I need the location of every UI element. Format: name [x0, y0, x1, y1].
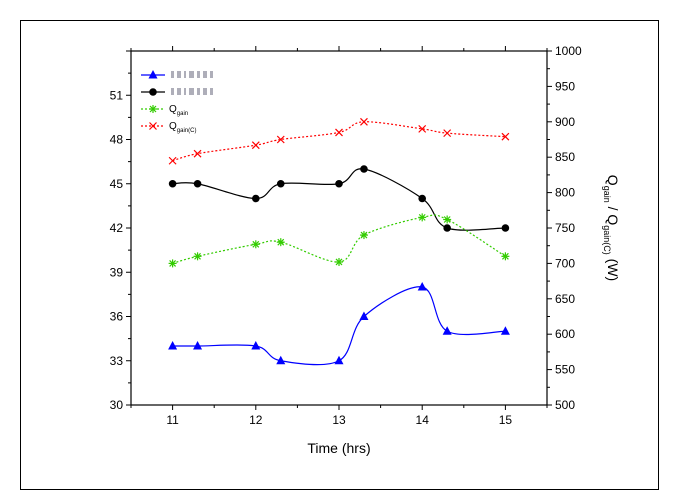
- series-2-point: [193, 252, 202, 261]
- y-tick-label: 36: [110, 310, 124, 324]
- series-0-point: [168, 341, 178, 350]
- legend-marker-1: [149, 88, 157, 96]
- y-tick-label: 30: [110, 398, 124, 412]
- x-tick-label: 15: [499, 413, 513, 427]
- y2-tick-label: 650: [555, 292, 575, 306]
- y2-tick-label: 800: [555, 186, 575, 200]
- series-3-point: [276, 135, 285, 144]
- series-1-point: [168, 179, 177, 188]
- y2-tick-label: 950: [555, 79, 575, 93]
- legend-label-0-illegible: [171, 71, 213, 78]
- series-2-point: [168, 259, 177, 268]
- series-1-point: [360, 165, 368, 173]
- y-tick-label: 39: [110, 265, 124, 279]
- plot-area: [130, 50, 548, 406]
- y2-tick-label: 500: [555, 398, 575, 412]
- series-2-line: [172, 214, 506, 264]
- x-tick-label: 12: [249, 413, 263, 427]
- y2-axis-label: Qgain / Qgain(C) (W): [602, 175, 621, 281]
- series-3-point: [418, 124, 427, 133]
- series-1-line: [172, 168, 506, 231]
- series-3-point: [251, 141, 260, 150]
- series-0-point: [359, 311, 369, 320]
- series-0-line: [172, 286, 506, 366]
- x-axis-label: Time (hrs): [307, 440, 370, 456]
- y-tick-label: 45: [110, 177, 124, 191]
- y-tick-label: 33: [110, 354, 124, 368]
- y2-tick-label: 1000: [555, 44, 582, 58]
- series-3-point: [193, 149, 202, 158]
- y2-tick-label: 700: [555, 256, 575, 270]
- series-1-point: [276, 179, 285, 188]
- series-1-point: [193, 179, 202, 188]
- series-0-point: [442, 326, 452, 335]
- series-0-point: [193, 341, 203, 350]
- series-3-point: [501, 132, 510, 141]
- series-2-point: [276, 238, 285, 247]
- y-tick-label: 51: [110, 88, 124, 102]
- series-1-point: [501, 224, 510, 232]
- series-1-point: [418, 194, 427, 203]
- series-2-point: [501, 252, 510, 261]
- series-0-point: [500, 326, 510, 335]
- series-0-point: [276, 355, 286, 365]
- y2-tick-label: 550: [555, 363, 575, 377]
- y2-tick-label: 900: [555, 115, 575, 129]
- x-tick-label: 13: [332, 413, 346, 427]
- series-1-point: [252, 194, 260, 203]
- series-3-line: [172, 121, 506, 162]
- series-0-point: [417, 282, 427, 291]
- series-0-point: [251, 341, 261, 350]
- legend-marker-2: [149, 105, 157, 113]
- legend-marker-0: [148, 70, 158, 79]
- series-1-point: [335, 179, 343, 188]
- series-3-point: [168, 156, 177, 165]
- figure-frame: [20, 20, 659, 490]
- series-3-point: [335, 128, 343, 137]
- series-3-point: [443, 129, 452, 138]
- y-tick-label: 48: [110, 133, 124, 147]
- series-2-point: [251, 240, 260, 249]
- series-2-point: [335, 257, 343, 266]
- y2-tick-label: 850: [555, 150, 575, 164]
- series-2-point: [418, 213, 427, 222]
- x-tick-label: 11: [166, 413, 179, 427]
- legend-label-2: Qgain: [169, 104, 188, 117]
- legend-label-1-illegible: [171, 88, 213, 95]
- y2-tick-label: 600: [555, 327, 575, 341]
- series-2-point: [359, 231, 368, 240]
- series-3-point: [360, 117, 368, 126]
- series-1-point: [443, 224, 451, 232]
- x-tick-label: 14: [416, 413, 430, 427]
- y2-tick-label: 750: [555, 221, 575, 235]
- legend-label-3: Qgain(C): [169, 121, 196, 134]
- series-2-point: [443, 215, 452, 224]
- legend-marker-3: [149, 122, 157, 130]
- series-0-point: [334, 355, 344, 365]
- y-tick-label: 42: [110, 221, 124, 235]
